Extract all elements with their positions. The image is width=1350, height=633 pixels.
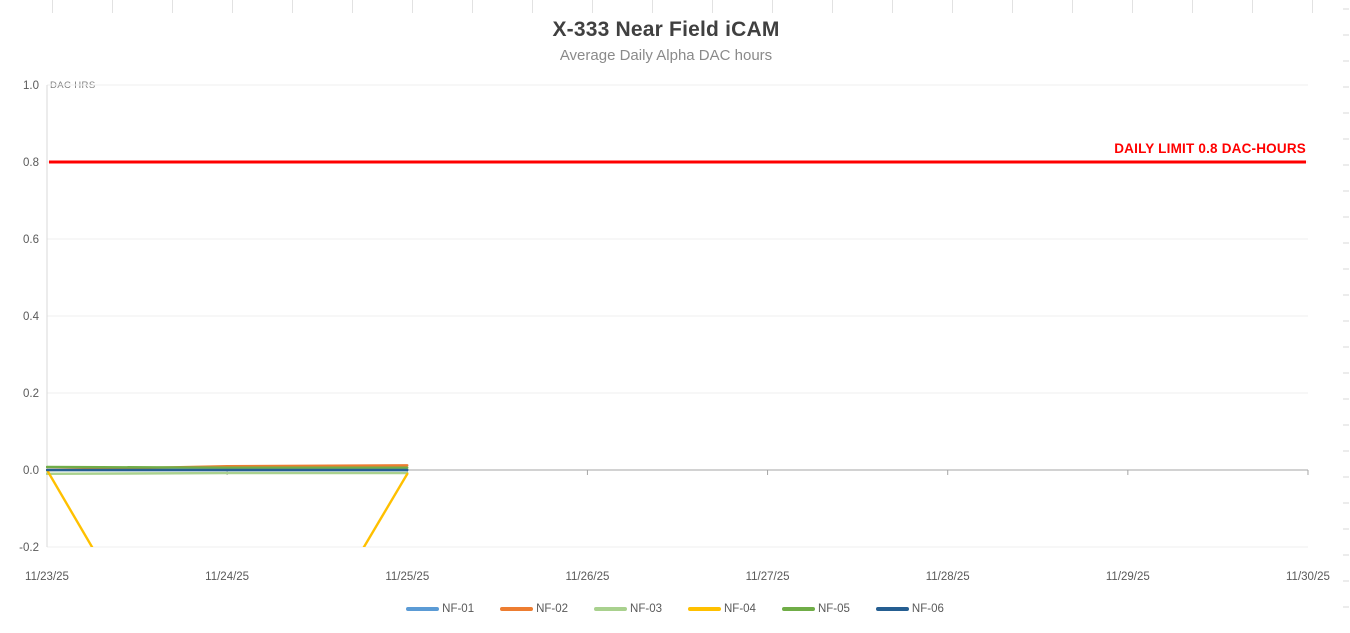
legend-line-swatch: [500, 607, 534, 611]
y-tick-label: 0.6: [23, 234, 39, 246]
chart-header: X-333 Near Field iCAM Average Daily Alph…: [0, 18, 1332, 64]
legend-item-nf-01[interactable]: NF-01: [406, 603, 474, 615]
legend-label: NF-03: [630, 603, 662, 615]
legend-item-nf-03[interactable]: NF-03: [594, 603, 662, 615]
y-tick-label: 0.0: [23, 465, 39, 477]
y-tick-label: 1.0: [23, 80, 39, 92]
x-tick-label: 11/23/25: [25, 571, 69, 583]
legend-label: NF-06: [911, 603, 944, 615]
series-line-nf-05: [46, 465, 409, 469]
x-tick-label: 11/27/25: [746, 571, 790, 583]
legend-item-nf-02[interactable]: NF-02: [500, 603, 568, 615]
legend-label: NF-04: [724, 603, 756, 615]
legend-line-swatch: [688, 607, 721, 611]
legend-line-swatch: [875, 607, 909, 611]
legend-label: NF-01: [442, 603, 475, 615]
y-tick-label: -0.2: [19, 542, 39, 554]
series-line-nf-03: [46, 471, 409, 476]
chart-title: X-333 Near Field iCAM: [552, 18, 780, 41]
daily-limit-label: DAILY LIMIT 0.8 DAC-HOURS: [1114, 141, 1306, 156]
chart-legend: NF-01 NF-02 NF-03 NF-04 NF-05 NF-06: [0, 600, 1350, 618]
legend-label: NF-02: [536, 603, 569, 615]
y-tick-label: 0.2: [23, 388, 39, 400]
top-edge-tick-remnants: [0, 0, 1350, 13]
chart-subtitle: Average Daily Alpha DAC hours: [559, 47, 773, 64]
x-tick-label: 11/29/25: [1106, 571, 1150, 583]
legend-line-swatch: [594, 607, 628, 611]
legend-item-nf-04[interactable]: NF-04: [688, 603, 756, 615]
legend-label: NF-05: [817, 603, 850, 615]
y-tick-label: 0.4: [23, 311, 40, 323]
legend-line-swatch: [781, 607, 815, 611]
x-tick-label: 11/26/25: [565, 571, 609, 583]
x-tick-label: 11/28/25: [926, 571, 970, 583]
x-tick-label: 11/24/25: [205, 571, 249, 583]
y-tick-label: 0.8: [23, 157, 39, 169]
right-edge-dash-remnants: [1343, 8, 1349, 628]
legend-line-swatch: [406, 607, 440, 611]
x-tick-label: 11/30/25: [1286, 571, 1330, 583]
legend-item-nf-05[interactable]: NF-05: [781, 603, 850, 615]
series-line-nf-02: [46, 464, 409, 472]
x-tick-label: 11/25/25: [385, 571, 429, 583]
legend-item-nf-06[interactable]: NF-06: [875, 603, 944, 615]
